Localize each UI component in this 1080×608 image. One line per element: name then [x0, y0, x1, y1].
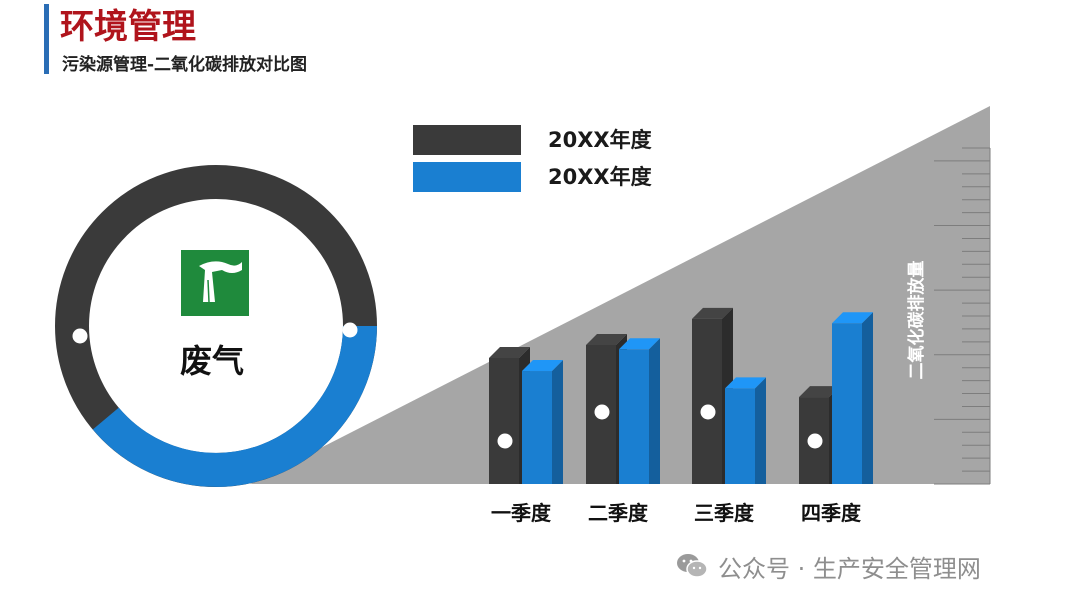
- bar-top-face: [725, 377, 766, 389]
- factory-smokestack-icon: [181, 250, 249, 316]
- bar-top-face: [619, 338, 660, 350]
- bar-side-face: [552, 360, 563, 484]
- category-label: 三季度: [694, 501, 755, 525]
- donut-ring-blue: [92, 325, 377, 487]
- bar-marker-dot: [807, 433, 823, 449]
- bar-marker-dot: [497, 433, 513, 449]
- bar-front-face: [692, 318, 722, 484]
- bar-front-face: [489, 358, 519, 484]
- bar-dark: [489, 347, 530, 484]
- donut-marker-right: [342, 322, 358, 338]
- donut-label: 废气: [180, 342, 244, 380]
- donut-ring: [55, 165, 377, 487]
- category-label: 一季度: [491, 501, 552, 525]
- wechat-icon: [677, 554, 708, 578]
- legend-label-blue: 20XX年度: [548, 165, 652, 189]
- category-label: 四季度: [801, 501, 862, 525]
- bar-top-face: [489, 347, 530, 358]
- bar-top-face: [832, 312, 873, 324]
- bar-front-face: [522, 371, 552, 484]
- bar-side-face: [649, 338, 660, 484]
- y-axis-label: 二氧化碳排放量: [906, 261, 927, 380]
- bar-front-face: [619, 349, 649, 484]
- y-axis-ticks: [934, 147, 991, 485]
- category-label: 二季度: [588, 501, 649, 525]
- bar-top-face: [799, 386, 840, 398]
- bar-blue: [522, 360, 563, 484]
- bar-blue: [619, 338, 660, 484]
- bar-marker-dot: [594, 404, 610, 420]
- watermark: 公众号 · 生产安全管理网: [676, 546, 981, 586]
- legend-label-dark: 20XX年度: [548, 128, 652, 152]
- bar-front-face: [725, 388, 755, 484]
- bar-top-face: [586, 333, 627, 345]
- watermark-text: 公众号 · 生产安全管理网: [718, 554, 981, 583]
- x-axis-labels: 一季度 二季度 三季度 四季度: [491, 501, 862, 525]
- bar-top-face: [522, 360, 563, 372]
- bar-top-face: [692, 307, 733, 319]
- bar-marker-dot: [700, 404, 716, 420]
- bar-front-face: [832, 323, 862, 484]
- bar-blue: [725, 377, 766, 484]
- legend-swatch-blue: [413, 162, 521, 192]
- bar-blue: [832, 312, 873, 484]
- bar-side-face: [755, 377, 766, 484]
- title-accent-bar: [44, 4, 49, 74]
- page-title: 环境管理: [60, 7, 196, 47]
- donut-marker-left: [72, 328, 88, 344]
- bar-series: [489, 307, 873, 484]
- page-subtitle: 污染源管理-二氧化碳排放对比图: [62, 55, 308, 75]
- legend-swatch-dark: [413, 125, 521, 155]
- bar-side-face: [862, 312, 873, 484]
- background-wedge: [250, 106, 990, 484]
